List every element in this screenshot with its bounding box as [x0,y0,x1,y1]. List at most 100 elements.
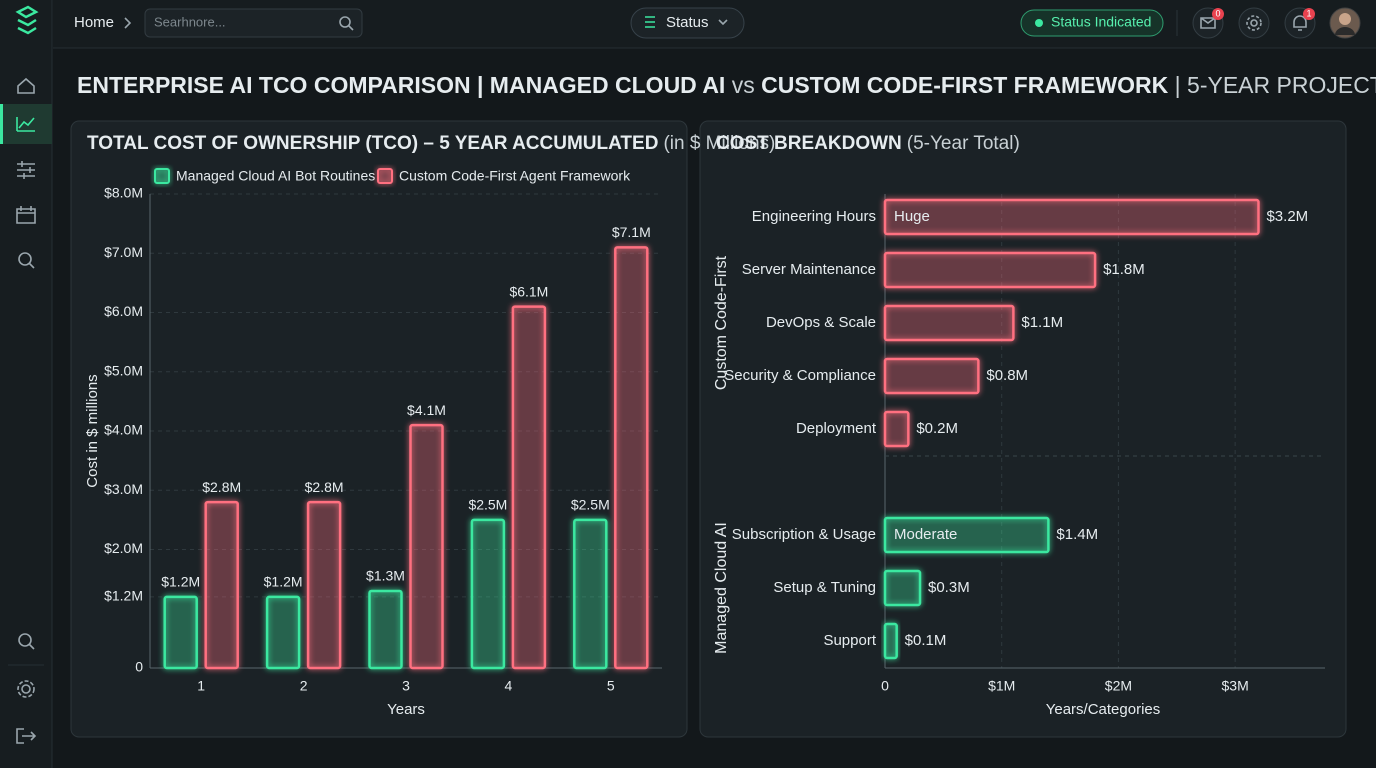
value-label: $1.1M [1021,314,1063,331]
bar [470,518,506,670]
nav-search[interactable] [18,252,35,269]
x-tick-label: $3M [1222,678,1249,694]
search-placeholder: Searhnore... [154,14,226,29]
y-tick-label: $2.0M [104,540,143,556]
legend-swatch [154,168,170,184]
category-label: Deployment [796,420,877,437]
value-label: $0.2M [916,420,958,437]
chart-title: TOTAL COST OF OWNERSHIP (TCO) – 5 YEAR A… [87,133,775,154]
x-tick-label: 4 [505,678,513,694]
chart-subtitle: (5-Year Total) [907,133,1020,154]
bar-text: Moderate [894,526,957,543]
x-axis-label: Years [387,701,425,718]
breadcrumb-home[interactable]: Home [74,14,114,31]
category-label: Support [823,632,876,649]
bar [614,246,649,670]
group-label: Custom Code-First [713,255,730,390]
bar [883,251,1097,289]
value-label: $2.8M [305,479,344,495]
bar [306,500,342,670]
chart-title-main: COST BREAKDOWN [716,133,902,154]
y-tick-label: $6.0M [104,303,143,319]
bar [883,622,898,660]
bar [883,410,910,448]
bar [883,357,980,395]
y-tick-label: $8.0M [104,185,143,201]
nav-active-bar [0,104,3,144]
title-part: ENTERPRISE AI TCO COMPARISON | MANAGED C… [77,72,725,98]
nav-settings[interactable] [17,161,35,179]
breadcrumb-chevron [124,17,132,29]
bar-text: Huge [894,208,930,225]
value-label: $2.5M [571,497,610,513]
chart-tco: TOTAL COST OF OWNERSHIP (TCO) – 5 YEAR A… [84,133,775,718]
bar [883,569,922,607]
bar [368,589,403,670]
legend-label: Custom Code-First Agent Framework [399,168,631,184]
bar [409,423,444,670]
x-tick-label: $2M [1105,678,1132,694]
settings-icon [1246,15,1262,31]
status-indicator-label: Status Indicated [1051,14,1151,30]
status-label[interactable]: Status [666,14,709,31]
status-dropdown[interactable] [630,7,745,39]
status-icon [645,16,655,28]
y-axis-label: Cost in $ millions [84,374,101,487]
x-tick-label: $1M [988,678,1015,694]
x-tick-label: 1 [197,678,205,694]
logo[interactable] [15,5,39,35]
y-tick-label: $1.2M [104,588,143,604]
bar [573,518,608,670]
nav-calendar[interactable] [16,206,36,224]
x-tick-label: 5 [607,678,615,694]
panel-breakdown [699,120,1347,738]
category-label: Engineering Hours [752,208,876,225]
bar [163,595,198,670]
x-tick-label: 0 [881,678,889,694]
settings-button[interactable] [1238,7,1270,39]
nav-home[interactable] [17,77,35,94]
chart-subtitle: (in $ Millions) [663,133,775,154]
nav-logout[interactable] [16,728,37,744]
category-label: Setup & Tuning [773,579,876,596]
page-title: ENTERPRISE AI TCO COMPARISON | MANAGED C… [77,72,1376,98]
title-part: | 5-YEAR PROJECTION [1175,72,1376,98]
group-label: Managed Cloud AI [713,522,730,654]
search-box[interactable] [144,8,363,38]
x-tick-label: 3 [402,678,410,694]
nav-charts[interactable] [16,117,35,132]
status-indicator [1020,9,1164,37]
notification-badge-count: 1 [1306,8,1311,18]
avatar-face [1339,13,1351,25]
nav-search-2[interactable] [18,633,35,650]
status-dot [1035,19,1043,27]
category-label: Server Maintenance [742,261,876,278]
value-label: $1.2M [264,574,303,590]
nav-config[interactable] [17,680,35,698]
mail-badge-count: 0 [1215,8,1220,18]
value-label: $4.1M [407,402,446,418]
y-tick-label: $7.0M [104,244,143,260]
bar [883,304,1015,342]
value-label: $2.5M [468,497,507,513]
value-label: $0.8M [986,367,1028,384]
mail-icon [1200,17,1216,29]
y-tick-label: 0 [135,659,143,675]
bar [265,595,301,670]
status-chevron [718,19,728,26]
y-tick-label: $5.0M [104,362,143,378]
chart-title-main: TOTAL COST OF OWNERSHIP (TCO) – 5 YEAR A… [87,133,658,154]
legend-swatch [377,168,393,184]
category-label: Subscription & Usage [732,526,876,543]
search-icon [339,16,354,31]
category-label: Security & Compliance [724,367,876,384]
title-part: vs [732,72,755,98]
chart-title: COST BREAKDOWN (5-Year Total) [716,133,1020,154]
value-label: $2.8M [202,479,241,495]
chart-breakdown: COST BREAKDOWN (5-Year Total) 0 $1M $2M $3M Ye… [713,133,1325,718]
bar [883,198,1260,236]
x-axis-label: Years/Categories [1046,701,1161,718]
value-label: $0.1M [905,632,947,649]
